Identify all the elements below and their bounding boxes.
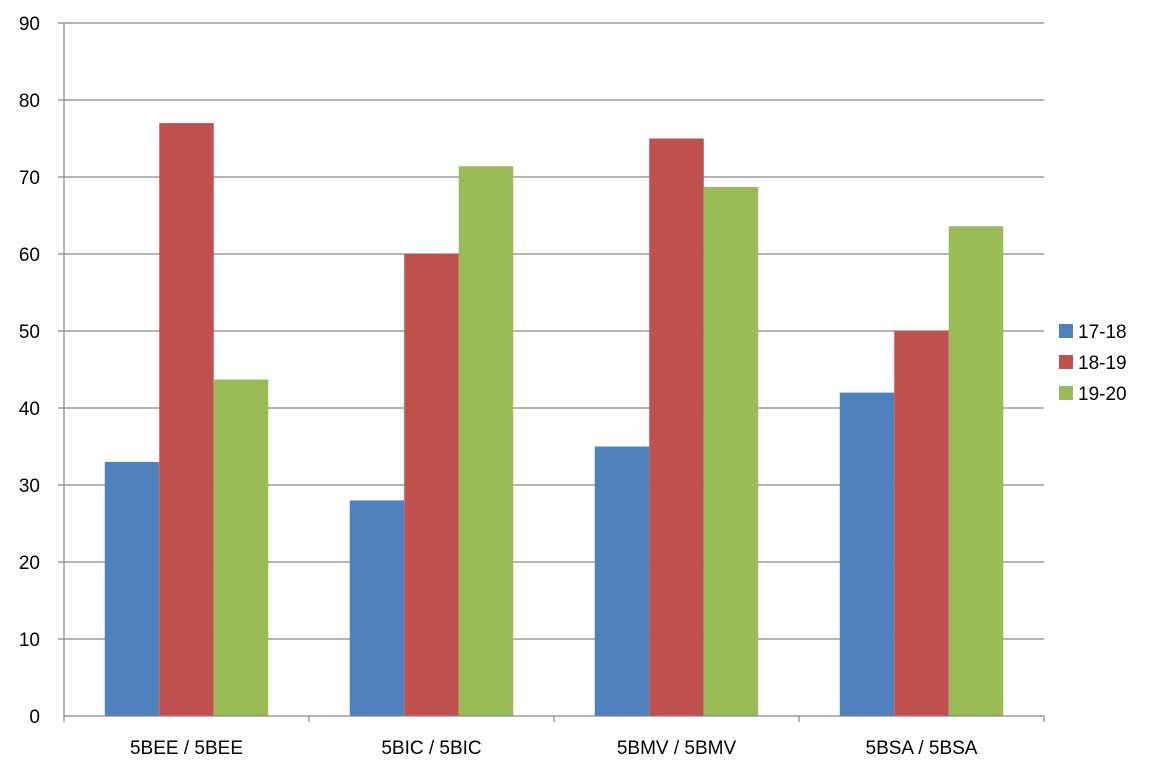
bar-17-18-5BSA-5BSA — [839, 392, 895, 716]
bar-17-18-5BEE-5BEE — [104, 461, 160, 716]
x-tick-label: 5BSA / 5BSA — [866, 738, 978, 759]
y-tick-label: 30 — [19, 476, 40, 497]
y-tick-label: 60 — [19, 245, 40, 266]
y-tick-label: 70 — [19, 168, 40, 189]
y-tick-label: 10 — [19, 630, 40, 651]
y-tick-label: 40 — [19, 399, 40, 420]
tick-labels: 0 10 20 30 40 50 60 70 80 90 5BEE / 5BEE 5BIC / 5BI… — [19, 14, 978, 759]
bar-19-20-5BEE-5BEE — [213, 379, 269, 716]
bars — [104, 123, 1004, 717]
x-tick-label: 5BIC / 5BIC — [381, 738, 481, 759]
bar-19-20-5BMV-5BMV — [703, 187, 759, 716]
legend-label: 19-20 — [1078, 384, 1127, 405]
y-tick-label: 80 — [19, 91, 40, 112]
x-tick-label: 5BEE / 5BEE — [130, 738, 243, 759]
bar-18-19-5BEE-5BEE — [159, 123, 214, 717]
legend-label: 17-18 — [1078, 322, 1127, 343]
bar-18-19-5BMV-5BMV — [649, 138, 704, 716]
bar-18-19-5BIC-5BIC — [404, 254, 459, 716]
bar-17-18-5BMV-5BMV — [594, 446, 650, 716]
y-tick-label: 50 — [19, 322, 40, 343]
legend-swatch-19-20 — [1059, 386, 1073, 400]
bar-18-19-5BSA-5BSA — [894, 331, 949, 716]
legend-label: 18-19 — [1078, 353, 1127, 374]
x-tick-label: 5BMV / 5BMV — [617, 738, 737, 759]
legend-swatch-17-18 — [1059, 324, 1073, 338]
y-tick-label: 90 — [19, 14, 40, 35]
legend-swatch-18-19 — [1059, 355, 1073, 369]
bar-17-18-5BIC-5BIC — [349, 500, 405, 716]
axes — [63, 23, 1045, 722]
bar-19-20-5BIC-5BIC — [458, 166, 514, 717]
y-tick-label: 20 — [19, 553, 40, 574]
y-tick-label: 0 — [29, 707, 40, 728]
bar-19-20-5BSA-5BSA — [948, 226, 1004, 716]
legend: 17-18 18-19 19-20 — [1059, 322, 1127, 405]
